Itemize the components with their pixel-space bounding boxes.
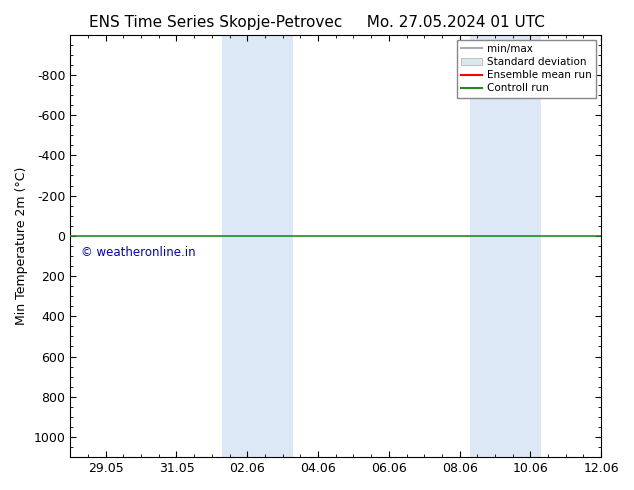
Bar xyxy=(470,35,541,457)
Text: ENS Time Series Skopje-Petrovec     Mo. 27.05.2024 01 UTC: ENS Time Series Skopje-Petrovec Mo. 27.0… xyxy=(89,15,545,30)
Legend: min/max, Standard deviation, Ensemble mean run, Controll run: min/max, Standard deviation, Ensemble me… xyxy=(457,40,596,98)
Y-axis label: Min Temperature 2m (°C): Min Temperature 2m (°C) xyxy=(15,167,28,325)
Text: © weatheronline.in: © weatheronline.in xyxy=(81,245,195,259)
Bar xyxy=(223,35,294,457)
